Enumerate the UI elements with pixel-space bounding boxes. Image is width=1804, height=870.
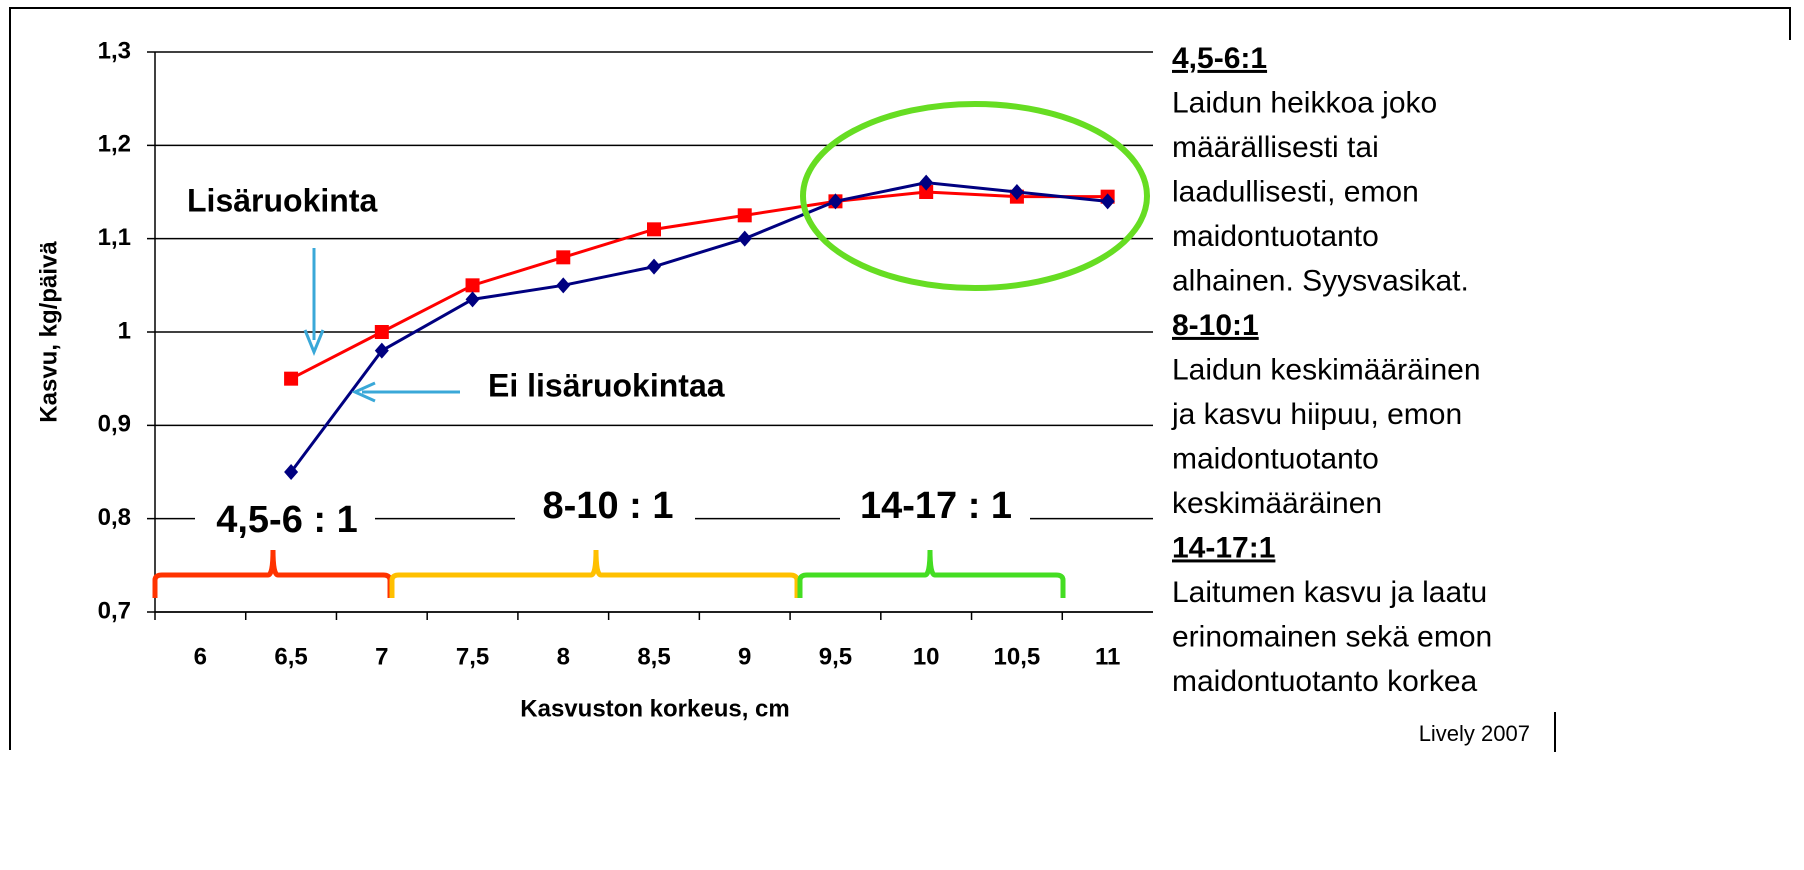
marker xyxy=(737,230,752,247)
x-tick-label: 8 xyxy=(557,643,570,670)
y-tick-label: 0,7 xyxy=(98,597,131,624)
marker xyxy=(556,277,571,294)
y-tick-label: 1,1 xyxy=(98,224,131,251)
marker xyxy=(284,371,299,386)
marker xyxy=(284,464,299,480)
bracket xyxy=(797,549,1066,598)
note-line: keskimääräinen xyxy=(1172,487,1382,520)
note-line: maidontuotanto korkea xyxy=(1172,665,1478,698)
series-line xyxy=(290,190,1108,381)
marker xyxy=(374,342,389,359)
x-tick-label: 10,5 xyxy=(994,643,1041,670)
label-bg xyxy=(840,485,1030,535)
marker xyxy=(1100,193,1115,210)
marker xyxy=(647,258,661,275)
series-label: Lisäruokinta xyxy=(187,182,377,218)
x-tick-label: 9,5 xyxy=(819,643,852,670)
y-tick-label: 1,2 xyxy=(98,131,131,158)
marker xyxy=(919,174,934,191)
x-tick-label: 6 xyxy=(194,643,207,670)
note-line: maidontuotanto xyxy=(1172,442,1379,475)
note-line: alhainen. Syysvasikat. xyxy=(1172,264,1469,297)
note-line: Laitumen kasvu ja laatu xyxy=(1172,576,1487,609)
x-tick-label: 8,5 xyxy=(637,643,670,670)
note-heading: 14-17:1 xyxy=(1172,531,1275,564)
y-tick-label: 0,9 xyxy=(98,411,131,438)
label-bg xyxy=(515,485,695,535)
x-tick-label: 7,5 xyxy=(456,643,489,670)
x-tick-label: 7 xyxy=(375,643,388,670)
note-line: määrällisesti tai xyxy=(1172,131,1379,164)
x-axis-label: Kasvuston korkeus, cm xyxy=(520,695,789,722)
y-tick-label: 1,3 xyxy=(98,37,131,64)
marker xyxy=(647,222,661,237)
x-tick-label: 11 xyxy=(1095,643,1120,670)
note-line: maidontuotanto xyxy=(1172,220,1379,253)
note-heading: 4,5-6:1 xyxy=(1172,42,1267,75)
note-line: ja kasvu hiipuu, emon xyxy=(1171,398,1462,431)
y-axis-label: Kasvu, kg/päivä xyxy=(35,241,62,423)
bracket xyxy=(152,549,393,598)
note-line: erinomainen sekä emon xyxy=(1172,620,1492,653)
marker xyxy=(737,208,752,223)
note-line: Laidun keskimääräinen xyxy=(1172,353,1481,386)
source: Lively 2007 xyxy=(1419,721,1530,746)
range-label: 14-17 : 1 xyxy=(860,485,1012,527)
x-tick-label: 6,5 xyxy=(274,643,307,670)
series-label: Ei lisäruokintaa xyxy=(488,367,725,403)
arrow xyxy=(303,329,325,356)
y-tick-label: 1 xyxy=(118,317,131,344)
marker xyxy=(465,278,480,293)
note-line: laadullisesti, emon xyxy=(1172,175,1419,208)
marker xyxy=(465,291,480,308)
x-tick-label: 9 xyxy=(738,643,751,670)
note-line: Laidun heikkoa joko xyxy=(1172,86,1437,119)
arrow xyxy=(351,381,376,403)
label-bg xyxy=(195,495,375,545)
y-tick-label: 0,8 xyxy=(98,504,131,531)
marker xyxy=(374,325,389,339)
marker xyxy=(556,250,571,265)
marker xyxy=(828,193,843,210)
highlight-ellipse xyxy=(800,101,1150,291)
range-label: 4,5-6 : 1 xyxy=(216,499,358,541)
x-tick-label: 10 xyxy=(913,643,940,670)
series-line xyxy=(289,181,1108,473)
range-label: 8-10 : 1 xyxy=(543,485,674,527)
note-heading: 8-10:1 xyxy=(1172,309,1259,342)
marker xyxy=(919,185,934,199)
bracket xyxy=(389,549,800,598)
marker xyxy=(1009,184,1024,200)
frame xyxy=(9,7,1791,750)
